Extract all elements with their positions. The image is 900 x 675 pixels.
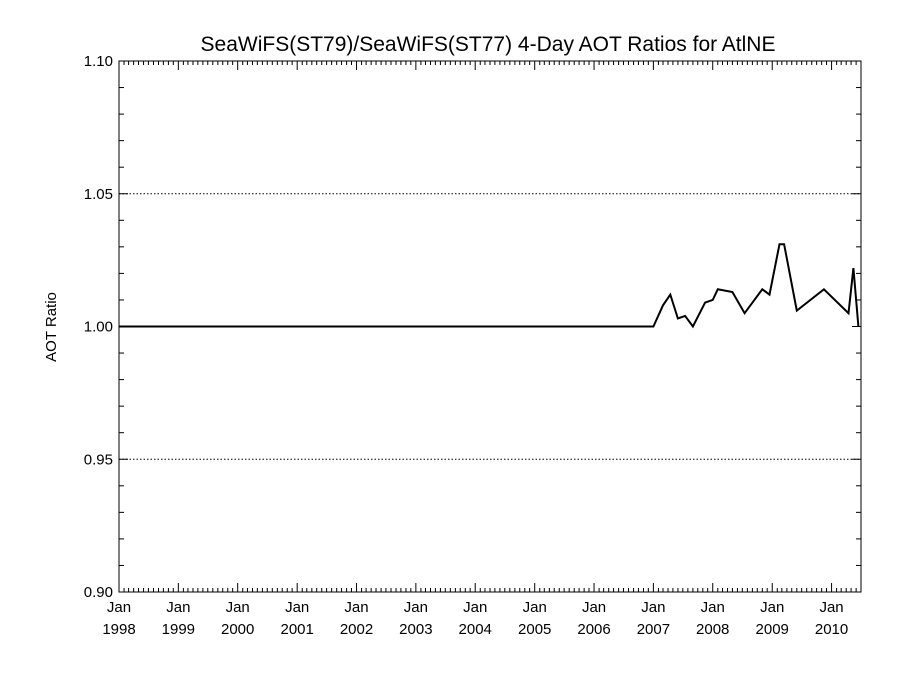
x-tick-label-month: Jan — [523, 599, 547, 616]
x-tick-label-year: 2004 — [459, 621, 492, 638]
x-tick-label-month: Jan — [285, 599, 309, 616]
x-tick-label-year: 2007 — [637, 621, 670, 638]
x-tick-label-year: 2010 — [815, 621, 848, 638]
axis-ticks — [118, 60, 861, 593]
x-tick-label-year: 1998 — [102, 621, 135, 638]
y-tick-label: 0.95 — [84, 451, 113, 468]
chart-title: SeaWiFS(ST79)/SeaWiFS(ST77) 4-Day AOT Ra… — [201, 33, 776, 56]
x-tick-label-month: Jan — [760, 599, 784, 616]
y-axis-label: AOT Ratio — [43, 292, 60, 362]
x-tick-label-year: 2001 — [280, 621, 313, 638]
x-tick-label-month: Jan — [463, 599, 487, 616]
x-tick-label-year: 2009 — [756, 621, 789, 638]
x-tick-label-month: Jan — [819, 599, 843, 616]
x-tick-label-year: 2003 — [399, 621, 432, 638]
y-tick-label: 1.10 — [84, 53, 113, 70]
tick-labels: 0.90 0.95 1.00 1.05 1.10 Jan 1998 Jan 1999 Jan 200… — [84, 53, 848, 638]
series-lines — [119, 243, 860, 329]
x-tick-label-year: 2008 — [696, 621, 729, 638]
x-tick-label-month: Jan — [107, 599, 131, 616]
y-tick-label: 0.90 — [84, 584, 113, 601]
x-tick-label-month: Jan — [582, 599, 606, 616]
x-tick-label-month: Jan — [344, 599, 368, 616]
gridlines — [119, 193, 861, 460]
x-tick-label-year: 1999 — [162, 621, 195, 638]
x-tick-label-month: Jan — [404, 599, 428, 616]
x-tick-label-month: Jan — [641, 599, 665, 616]
series-line — [119, 243, 860, 329]
x-tick-label-year: 2005 — [518, 621, 551, 638]
x-tick-label-month: Jan — [226, 599, 250, 616]
y-tick-label: 1.00 — [84, 319, 113, 336]
x-tick-label-month: Jan — [166, 599, 190, 616]
x-tick-label-month: Jan — [701, 599, 725, 616]
plot-frame — [118, 60, 862, 593]
y-tick-label: 1.05 — [84, 186, 113, 203]
x-tick-label-year: 2002 — [340, 621, 373, 638]
x-tick-label-year: 2006 — [577, 621, 610, 638]
x-tick-label-year: 2000 — [221, 621, 254, 638]
